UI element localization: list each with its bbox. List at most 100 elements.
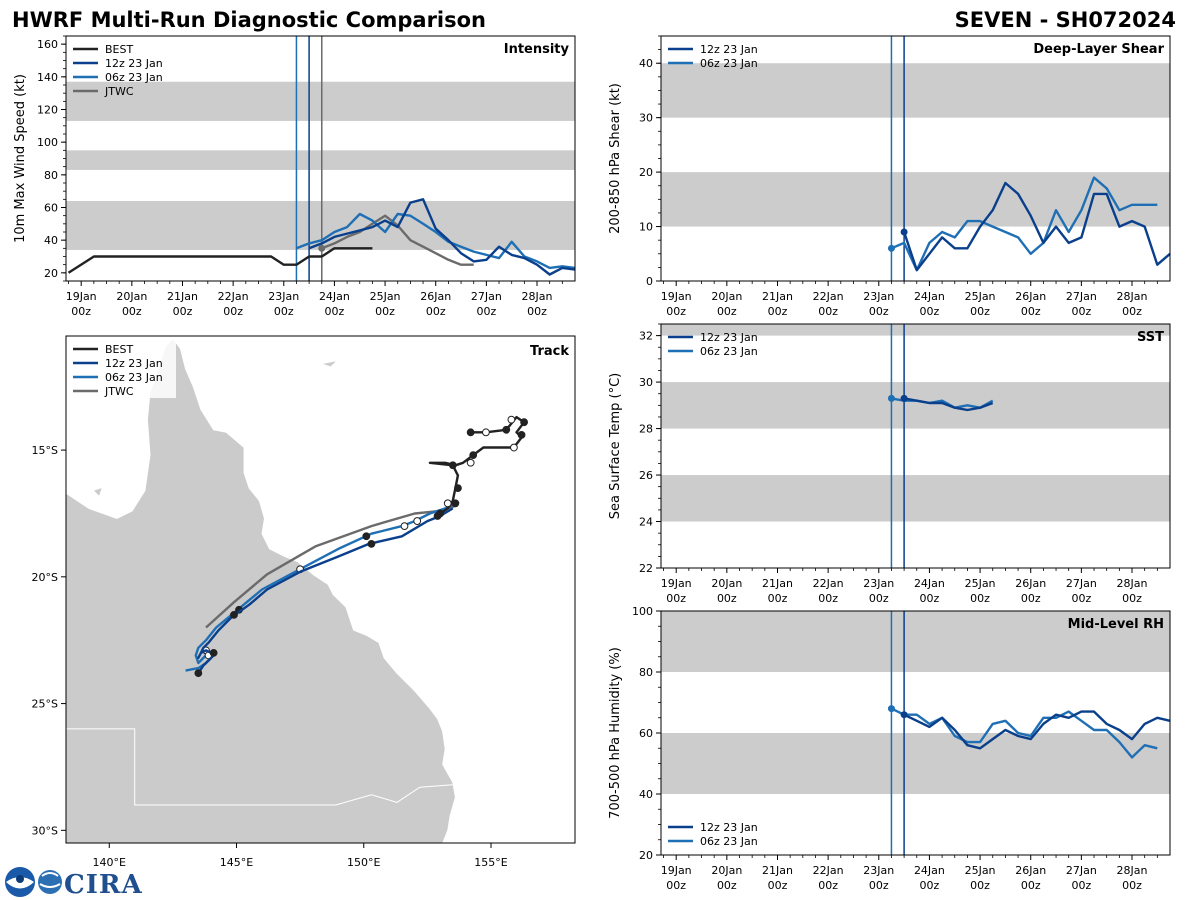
series-line-run12 <box>902 181 1171 272</box>
intensity-panel: 20 40 60 80 100 120 140 160 19Jan 00z 20Jan 00z 21Ja… <box>13 35 576 318</box>
x-tick-hour: 00z <box>768 305 788 318</box>
x-tick-hour: 00z <box>1122 879 1142 892</box>
island <box>94 488 102 496</box>
x-tick-date: 21Jan <box>762 577 793 590</box>
legend-label-run12: 12z 23 Jan <box>700 43 758 56</box>
x-tick-hour: 00z <box>223 305 243 318</box>
x-tick-date: 26Jan <box>1015 864 1046 877</box>
x-tick-hour: 00z <box>717 592 737 605</box>
series-line-run12 <box>903 397 994 412</box>
lat-tick-label: 30°S <box>32 824 58 837</box>
legend-label-run06: 06z 23 Jan <box>700 835 758 848</box>
x-tick-date: 25Jan <box>370 290 401 303</box>
y-tick-label: 10 <box>639 221 653 234</box>
y-tick-label: 0 <box>646 275 653 288</box>
x-tick-hour: 00z <box>869 305 889 318</box>
y-axis-label: Sea Surface Temp (°C) <box>608 373 623 520</box>
series-marker-run06 <box>887 394 895 402</box>
legend-label-run06: 06z 23 Jan <box>700 345 758 358</box>
lon-tick-label: 140°E <box>93 856 126 869</box>
x-tick-date: 23Jan <box>863 864 894 877</box>
legend-label-run12: 12z 23 Jan <box>105 57 163 70</box>
x-tick-date: 28Jan <box>1117 290 1148 303</box>
x-tick-date: 28Jan <box>522 290 553 303</box>
x-tick-hour: 00z <box>666 879 686 892</box>
track-point-12z <box>482 428 490 437</box>
series-line-best <box>67 247 373 274</box>
x-tick-hour: 00z <box>869 592 889 605</box>
x-tick-date: 24Jan <box>319 290 350 303</box>
shaded-band <box>66 200 575 250</box>
legend-label-best: BEST <box>105 343 133 356</box>
track-point-00z <box>454 484 462 493</box>
series-line-run12 <box>308 198 576 276</box>
x-tick-hour: 00z <box>1122 305 1142 318</box>
x-tick-hour: 00z <box>818 305 838 318</box>
track-map-area <box>66 337 528 843</box>
figure-title: HWRF Multi-Run Diagnostic Comparison <box>12 8 486 32</box>
x-tick-date: 26Jan <box>420 290 451 303</box>
sst-panel: 22 24 26 28 30 32 19Jan 00z 20Jan 00z 21Jan 00z 22Ja… <box>608 323 1171 605</box>
track-point-12z <box>507 415 516 424</box>
track-line-best <box>428 415 526 517</box>
x-tick-date: 20Jan <box>116 290 147 303</box>
state-border <box>66 728 336 806</box>
x-tick-hour: 00z <box>970 879 990 892</box>
x-tick-hour: 00z <box>476 305 496 318</box>
y-tick-label: 26 <box>639 469 653 482</box>
y-tick-label: 22 <box>639 562 653 575</box>
shaded-band <box>661 475 1170 522</box>
cira-logo: CIRA <box>5 867 142 900</box>
panel-title: Track <box>530 344 569 359</box>
x-tick-hour: 00z <box>920 592 940 605</box>
x-tick-date: 19Jan <box>661 290 692 303</box>
shaded-band <box>66 150 575 170</box>
x-tick-date: 24Jan <box>914 864 945 877</box>
x-tick-date: 22Jan <box>218 290 249 303</box>
x-tick-hour: 00z <box>1122 592 1142 605</box>
track-point-12z <box>400 522 409 531</box>
x-tick-hour: 00z <box>1071 305 1091 318</box>
legend-label-run12: 12z 23 Jan <box>105 357 163 370</box>
x-tick-date: 28Jan <box>1117 577 1148 590</box>
x-tick-hour: 00z <box>274 305 294 318</box>
panel-title: Intensity <box>504 42 570 57</box>
track-point-00z <box>502 425 511 434</box>
y-tick-label: 100 <box>632 605 653 618</box>
x-tick-date: 26Jan <box>1015 290 1046 303</box>
x-tick-date: 22Jan <box>813 864 844 877</box>
series-marker-jtwc <box>318 244 326 252</box>
x-tick-date: 20Jan <box>711 577 742 590</box>
x-tick-date: 23Jan <box>268 290 299 303</box>
x-tick-date: 21Jan <box>762 864 793 877</box>
x-tick-date: 26Jan <box>1015 577 1046 590</box>
x-tick-hour: 00z <box>1071 592 1091 605</box>
track-point-00z <box>367 539 376 548</box>
x-tick-hour: 00z <box>666 305 686 318</box>
y-tick-label: 140 <box>37 71 58 84</box>
panel-title: SST <box>1137 330 1164 345</box>
x-tick-date: 21Jan <box>167 290 198 303</box>
y-tick-label: 30 <box>639 112 653 125</box>
x-tick-hour: 00z <box>1021 592 1041 605</box>
x-tick-date: 25Jan <box>965 290 996 303</box>
lat-tick-label: 25°S <box>32 698 58 711</box>
track-point-00z <box>469 451 478 460</box>
cira-globe-icon <box>38 870 62 894</box>
y-tick-label: 20 <box>639 849 653 862</box>
x-tick-hour: 00z <box>920 879 940 892</box>
y-tick-label: 24 <box>639 516 653 529</box>
track-point-00z <box>520 418 528 427</box>
track-point-12z <box>443 499 452 508</box>
x-tick-hour: 00z <box>920 305 940 318</box>
x-tick-date: 21Jan <box>762 290 793 303</box>
series-line-run06 <box>890 707 1158 759</box>
x-tick-hour: 00z <box>122 305 142 318</box>
plot-frame <box>660 323 1171 569</box>
x-tick-date: 19Jan <box>661 864 692 877</box>
shaded-band <box>661 611 1170 672</box>
x-tick-hour: 00z <box>1021 879 1041 892</box>
track-point-12z <box>413 517 422 525</box>
shaded-band <box>66 81 575 121</box>
